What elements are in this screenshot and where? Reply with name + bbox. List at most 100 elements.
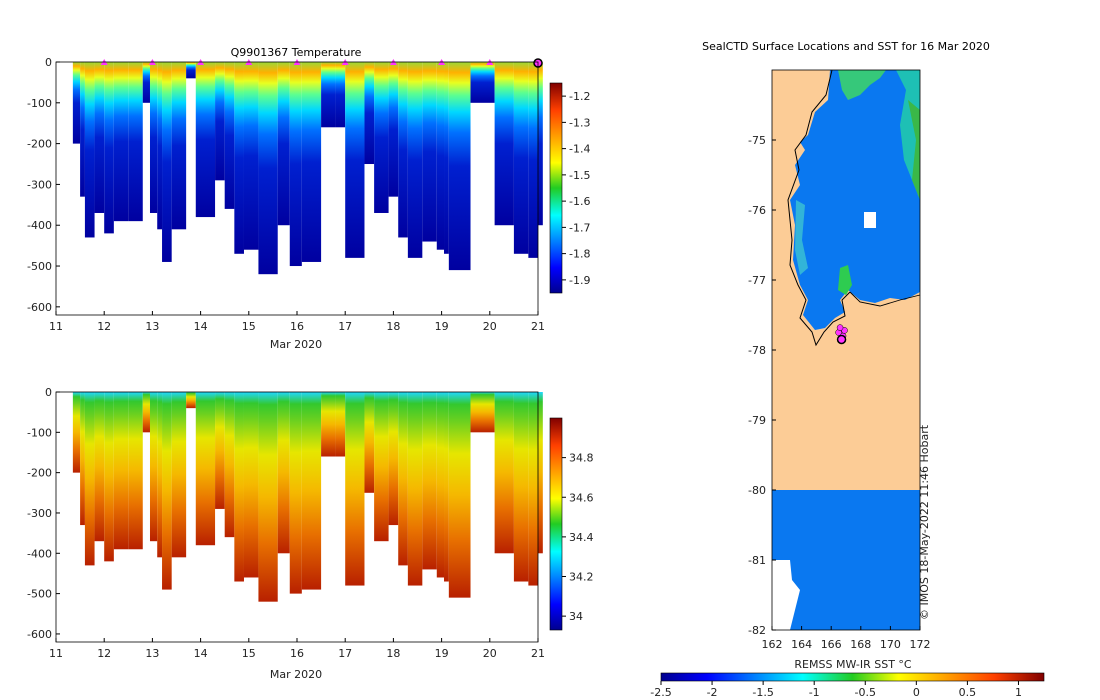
profile-column [398,62,408,238]
x-tick-label: 12 [97,320,111,333]
x-tick-label: 15 [242,320,256,333]
sst-colorbar-tick-label: -0.5 [855,686,876,699]
profile-column [128,392,143,550]
profile-column [470,392,495,433]
lat-tick-label: -81 [748,554,766,567]
x-tick-label: 21 [531,647,545,660]
y-tick-label: -500 [27,260,52,273]
profile-column [215,392,225,509]
profile-column [289,392,302,594]
x-tick-label: 12 [97,647,111,660]
y-tick-label: 0 [45,386,52,399]
profile-column [364,392,375,493]
colorbar-tick-label: 34.2 [569,571,594,584]
profile-column [113,62,129,222]
profile-column [513,392,529,582]
x-tick-label: 14 [194,647,208,660]
sst-field [772,70,920,630]
x-tick-label: 13 [145,320,159,333]
lat-tick-label: -75 [748,134,766,147]
profile-column [277,392,290,554]
y-tick-label: -600 [27,628,52,641]
x-tick-label: 18 [386,647,400,660]
profile-column [364,62,375,165]
profile-column [422,62,437,242]
x-tick-label: 17 [338,320,352,333]
lat-tick-label: -76 [748,204,766,217]
temperature-xlabel: Mar 2020 [270,338,322,351]
x-tick-label: 13 [145,647,159,660]
profile-column [258,62,278,275]
y-tick-label: -500 [27,588,52,601]
profile-column [84,392,95,566]
profile-column [243,392,259,578]
colorbar-tick-label: 34.4 [569,531,594,544]
sst-cyan-strip-west [795,200,808,275]
profile-column [407,62,423,258]
map-title: SealCTD Surface Locations and SST for 16… [702,40,990,53]
coastline [787,69,851,347]
profile-column [448,62,471,271]
ice-shelf-edge [849,291,921,307]
sst-southern-region [772,490,920,630]
profile-column [142,392,150,433]
colorbar-tick-label: -1.5 [569,169,590,182]
profile-column [277,62,290,226]
lon-tick-label: 168 [850,638,871,651]
profile-column [528,62,538,258]
sst-missing-patch [864,212,876,228]
lat-tick-label: -78 [748,344,766,357]
profile-column [157,392,163,558]
profile-column [142,62,150,103]
temperature-panel: Q9901367 Temperature 11 12 13 14 15 16 17 18 19 2… [27,46,590,351]
profile-column [149,392,158,542]
profile-column [513,62,529,254]
sst-colorbar-tick-label: -1.5 [752,686,773,699]
profile-column [528,392,538,586]
profile-column [345,62,365,258]
y-tick-label: -600 [27,301,52,314]
y-tick-label: -400 [27,547,52,560]
sst-colorbar-tick-label: 0.5 [959,686,977,699]
sst-colorbar-tick-label: -2 [707,686,718,699]
credit-text: © IMOS 18-May-2022 11:46 Hobart [918,424,931,620]
profile-column [171,62,187,230]
ctd-position-marker [836,334,847,345]
profile-column [162,62,172,262]
profile-column [224,392,235,538]
profile-column [436,62,445,250]
profile-column [301,62,322,262]
temperature-colorbar [549,82,563,294]
x-tick-label: 19 [435,320,449,333]
sst-colorbar-label: REMSS MW-IR SST °C [794,658,912,671]
profile-column [258,392,278,602]
x-tick-label: 20 [483,647,497,660]
sst-colorbar-tick-label: 1 [1015,686,1022,699]
profile-column [422,392,437,570]
profile-column [171,392,187,558]
profile-column [186,62,196,79]
sst-colorbar-tick-label: 0 [913,686,920,699]
x-tick-label: 16 [290,320,304,333]
y-tick-label: -300 [27,507,52,520]
map-panel: SealCTD Surface Locations and SST for 16… [650,40,1045,699]
profile-column [84,62,95,238]
sst-green-strip-east [908,100,920,200]
x-tick-label: 21 [531,320,545,333]
profile-column [243,62,259,250]
profile-column [94,62,105,213]
ctd-markers [835,324,848,345]
profile-column [162,392,172,590]
x-tick-label: 18 [386,320,400,333]
profile-column [436,392,445,578]
salinity-xlabel: Mar 2020 [270,668,322,681]
profile-column [448,392,471,598]
sst-colorbar-tick-label: -2.5 [650,686,671,699]
profile-column [224,62,235,209]
profile-column [407,392,423,586]
sst-green-patch-north [838,70,886,100]
lon-tick-label: 164 [791,638,812,651]
salinity-section [72,392,543,602]
lon-tick-label: 162 [762,638,783,651]
profile-column [538,392,543,554]
